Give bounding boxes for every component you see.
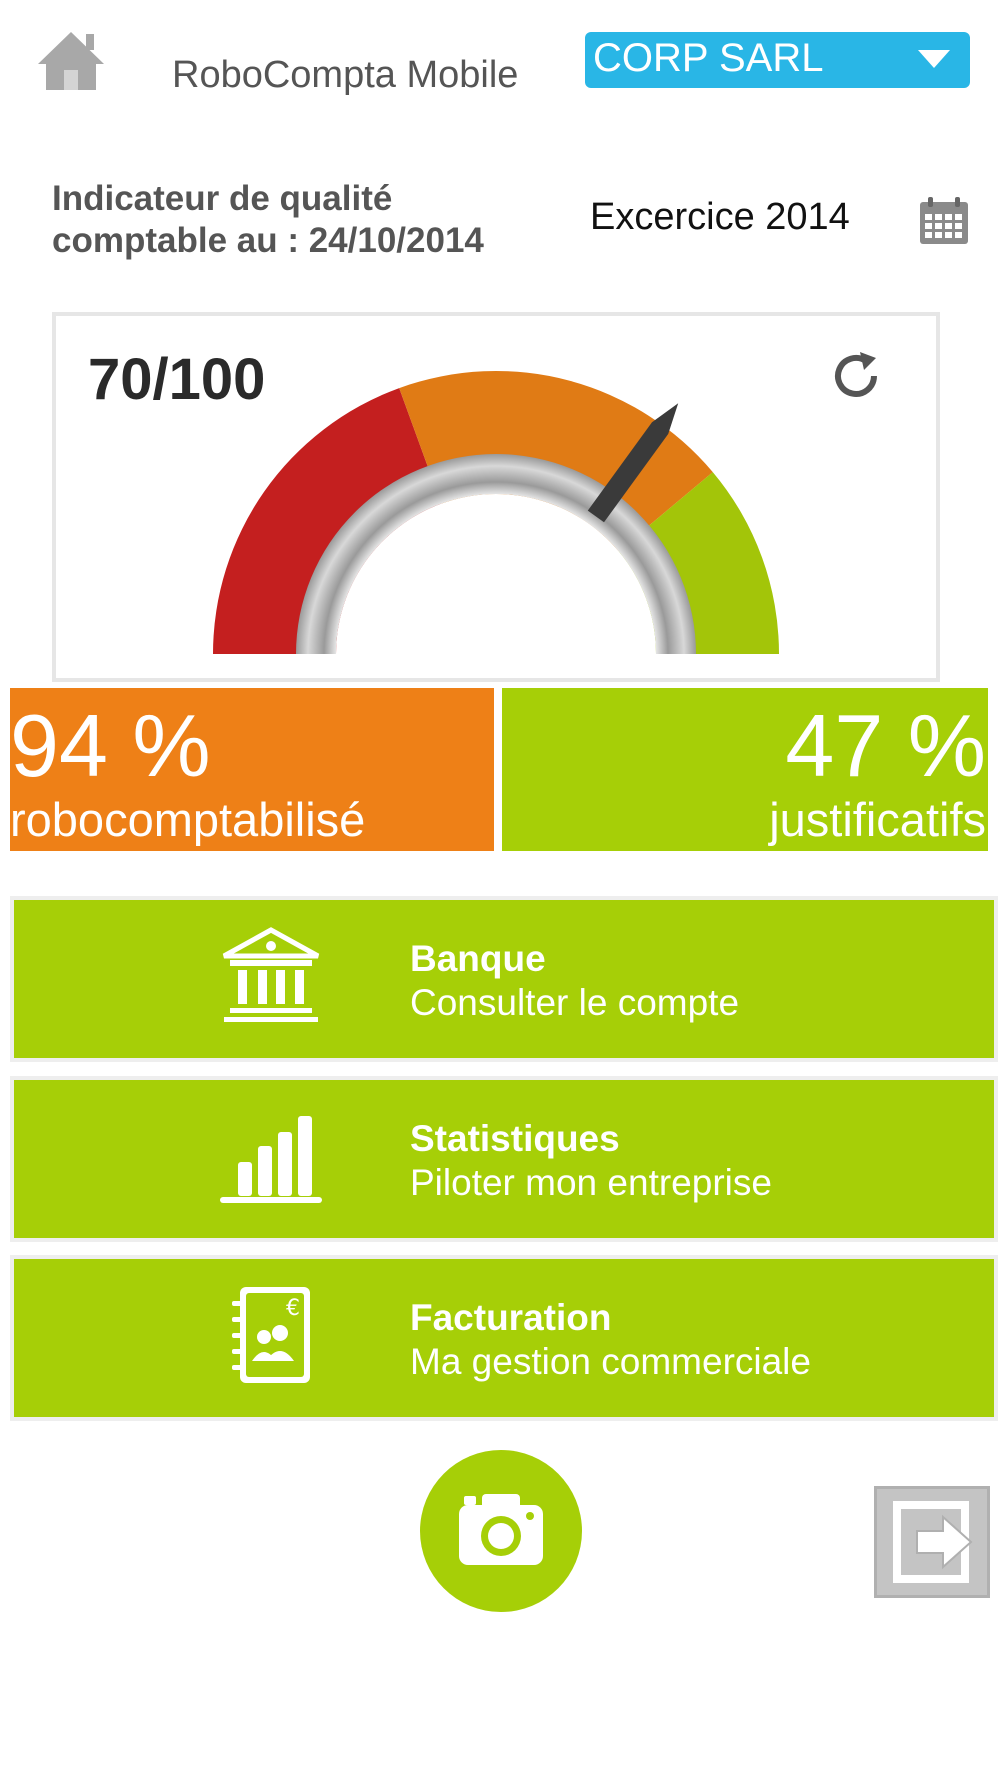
gauge-segment-red [213,388,442,654]
invoice-book-icon: € [232,1287,310,1383]
justificatifs-percent: 47 % [785,696,986,795]
facturation-button[interactable]: € Facturation Ma gestion commerciale [10,1255,998,1421]
gauge-needle [587,403,679,523]
justificatifs-tile: 47 % justificatifs [502,688,988,851]
banque-button[interactable]: Banque Consulter le compte [10,896,998,1062]
quality-score: 70/100 [88,347,266,412]
refresh-icon [835,352,877,397]
svg-text:€: € [286,1296,300,1321]
camera-button[interactable] [420,1450,582,1612]
exercise-label: Excercice 2014 [590,196,850,238]
refresh-button[interactable] [826,346,886,406]
logout-button[interactable] [874,1486,990,1598]
home-icon [38,32,104,90]
quality-label-line1: Indicateur de qualité [52,179,393,218]
calendar-button[interactable] [918,196,970,246]
statistiques-title: Statistiques [410,1118,620,1159]
app-title: RoboCompta Mobile [172,54,519,96]
home-button[interactable] [36,28,106,98]
camera-icon [459,1494,543,1565]
company-select[interactable]: CORP SARL [585,32,970,88]
banque-subtitle: Consulter le compte [410,982,740,1023]
gauge-card: 70/100 [52,312,940,682]
bank-icon [222,927,320,1022]
robocomptabilise-tile: 94 % robocomptabilisé [10,688,494,851]
logout-icon [893,1501,973,1583]
bar-chart-icon [220,1116,322,1203]
banque-title: Banque [410,938,546,979]
facturation-subtitle: Ma gestion commerciale [410,1341,811,1382]
quality-gauge [213,371,779,654]
quality-indicator-label: Indicateur de qualité comptable au : 24/… [52,178,572,262]
facturation-title: Facturation [410,1297,612,1338]
calendar-icon [920,197,968,244]
chevron-down-icon [918,50,950,68]
justificatifs-label: justificatifs [769,793,986,846]
gauge-segment-orange [399,371,713,552]
statistiques-button[interactable]: Statistiques Piloter mon entreprise [10,1076,998,1242]
quality-label-line2: comptable au : 24/10/2014 [52,221,484,260]
robocomptabilise-percent: 94 % [10,696,211,795]
statistiques-subtitle: Piloter mon entreprise [410,1162,772,1203]
company-select-value: CORP SARL [593,36,824,80]
robocomptabilise-label: robocomptabilisé [10,793,366,846]
